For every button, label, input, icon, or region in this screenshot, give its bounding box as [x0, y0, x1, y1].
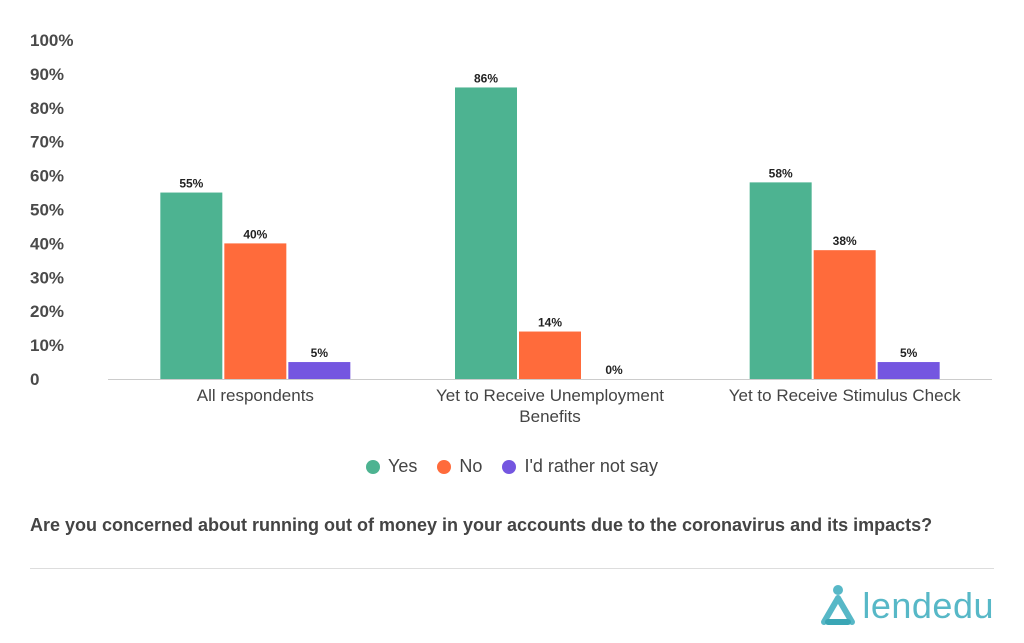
x-tick-label: All respondents [197, 386, 314, 405]
y-tick-label: 70% [30, 133, 64, 152]
y-tick-label: 10% [30, 336, 64, 355]
legend-label-rather-not-say: I'd rather not say [524, 456, 658, 476]
legend-swatch-rather-not-say [502, 459, 517, 474]
y-tick-label: 30% [30, 268, 64, 287]
legend-item-no: No [437, 456, 482, 477]
bar [288, 362, 351, 379]
legend-label-yes: Yes [388, 456, 418, 476]
y-tick-label: 80% [30, 99, 64, 118]
x-tick-label: Yet to Receive Stimulus Check [729, 386, 961, 405]
survey-question: Are you concerned about running out of m… [30, 515, 933, 535]
divider [30, 568, 994, 569]
y-tick-label: 0 [30, 370, 39, 389]
bar [877, 362, 940, 379]
data-label: 5% [311, 346, 329, 360]
bar [455, 87, 517, 380]
bar [749, 182, 812, 379]
y-tick-label: 50% [30, 201, 64, 220]
data-label: 40% [243, 227, 267, 241]
bar [160, 192, 223, 379]
legend-swatch-no [437, 459, 452, 474]
data-label: 14% [538, 316, 562, 330]
data-label: 5% [900, 346, 918, 360]
y-tick-label: 90% [30, 65, 64, 84]
bar-chart: 0 10% 20% 30% 40% 50% 60% 70% 80% 90% 100% 55% 40% 5%… [30, 31, 992, 426]
y-tick-label: 60% [30, 167, 64, 186]
lendedu-logo: lendedu [818, 584, 994, 628]
data-label: 86% [474, 71, 498, 85]
y-tick-label: 40% [30, 234, 64, 253]
data-label: 58% [769, 166, 793, 180]
bar [519, 331, 581, 379]
data-label: 0% [605, 363, 623, 377]
data-label: 55% [179, 177, 203, 191]
x-tick-label: Yet to Receive Unemployment [436, 386, 664, 405]
bar [813, 250, 876, 379]
bar [224, 243, 287, 379]
legend-label-no: No [459, 456, 483, 476]
legend-item-rather-not-say: I'd rather not say [502, 456, 658, 477]
y-tick-label: 100% [30, 31, 73, 50]
lendedu-logo-icon [821, 585, 856, 625]
legend-item-yes: Yes [366, 456, 417, 477]
legend-swatch-yes [366, 459, 381, 474]
y-tick-label: 20% [30, 302, 64, 321]
data-label: 38% [833, 234, 857, 248]
lendedu-logo-text: lendedu [862, 585, 994, 626]
x-tick-label: Benefits [519, 407, 580, 426]
legend: Yes No I'd rather not say [0, 456, 1024, 477]
